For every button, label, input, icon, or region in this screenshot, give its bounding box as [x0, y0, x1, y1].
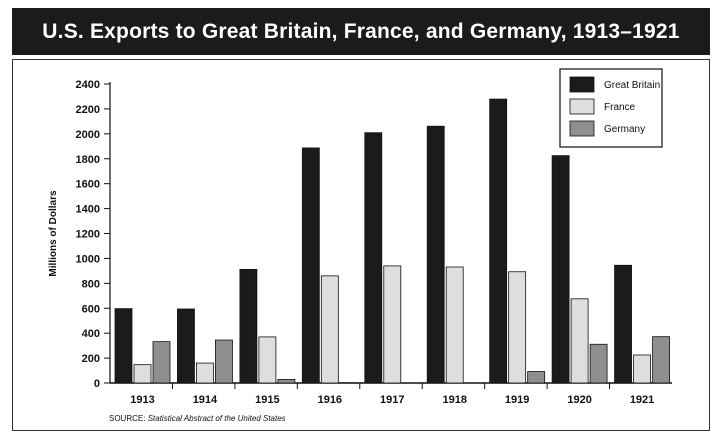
bar-france: [508, 271, 527, 384]
y-tick-label: 1200: [76, 229, 100, 241]
x-tick-label: 1913: [130, 394, 154, 406]
y-tick-label: 2200: [76, 104, 100, 116]
bar-great-britain: [614, 264, 632, 384]
legend-label: Germany: [604, 124, 645, 135]
x-tick-label: 1916: [318, 394, 342, 406]
legend-swatch: [569, 76, 595, 93]
source-text: Statistical Abstract of the United State…: [147, 414, 286, 423]
x-tick-label: 1921: [630, 394, 654, 406]
bar-germany: [215, 339, 233, 384]
bar-france: [320, 275, 339, 384]
x-tick-label: 1918: [442, 394, 466, 406]
bar-great-britain: [177, 308, 195, 384]
bar-great-britain: [489, 98, 508, 384]
y-tick-label: 1600: [76, 179, 100, 191]
x-tick-label: 1914: [193, 394, 218, 406]
source-note: SOURCE: Statistical Abstract of the Unit…: [109, 414, 286, 423]
y-tick-label: 1000: [76, 253, 100, 265]
bar-great-britain: [551, 155, 570, 384]
y-tick-label: 2000: [76, 129, 100, 141]
y-tick-label: 2400: [76, 79, 100, 91]
legend-label: France: [604, 102, 636, 113]
bar-great-britain: [239, 268, 258, 384]
bar-germany: [527, 371, 546, 384]
chart-title: U.S. Exports to Great Britain, France, a…: [12, 8, 710, 55]
x-tick-label: 1920: [567, 394, 591, 406]
x-tick-label: 1915: [255, 394, 279, 406]
bar-germany: [277, 378, 296, 384]
y-tick-label: 600: [82, 303, 100, 315]
source-label: SOURCE:: [109, 414, 146, 423]
x-tick-label: 1919: [505, 394, 529, 406]
bar-france: [196, 362, 214, 384]
bar-great-britain: [114, 308, 133, 384]
bar-great-britain: [364, 132, 383, 384]
bar-germany: [152, 341, 171, 384]
y-axis-title: Millions of Dollars: [48, 190, 59, 277]
bar-great-britain: [426, 125, 445, 384]
y-tick-label: 1400: [76, 204, 100, 216]
bar-france: [570, 298, 589, 384]
bar-france: [445, 266, 464, 384]
bar-france: [258, 336, 277, 384]
chart-frame: [12, 59, 710, 431]
bar-great-britain: [301, 147, 320, 384]
legend-swatch: [569, 98, 595, 115]
y-tick-label: 200: [82, 353, 100, 365]
bar-france: [383, 265, 402, 384]
legend-label: Great Britain: [604, 80, 660, 91]
bar-germany: [652, 336, 670, 384]
x-tick-label: 1917: [380, 394, 404, 406]
bar-france: [133, 364, 152, 384]
bar-france: [633, 354, 651, 384]
bar-germany: [589, 343, 608, 384]
y-tick-label: 1800: [76, 154, 100, 166]
y-tick-label: 0: [94, 378, 100, 390]
legend-swatch: [569, 120, 595, 137]
y-tick-label: 800: [82, 278, 100, 290]
y-tick-label: 400: [82, 328, 100, 340]
